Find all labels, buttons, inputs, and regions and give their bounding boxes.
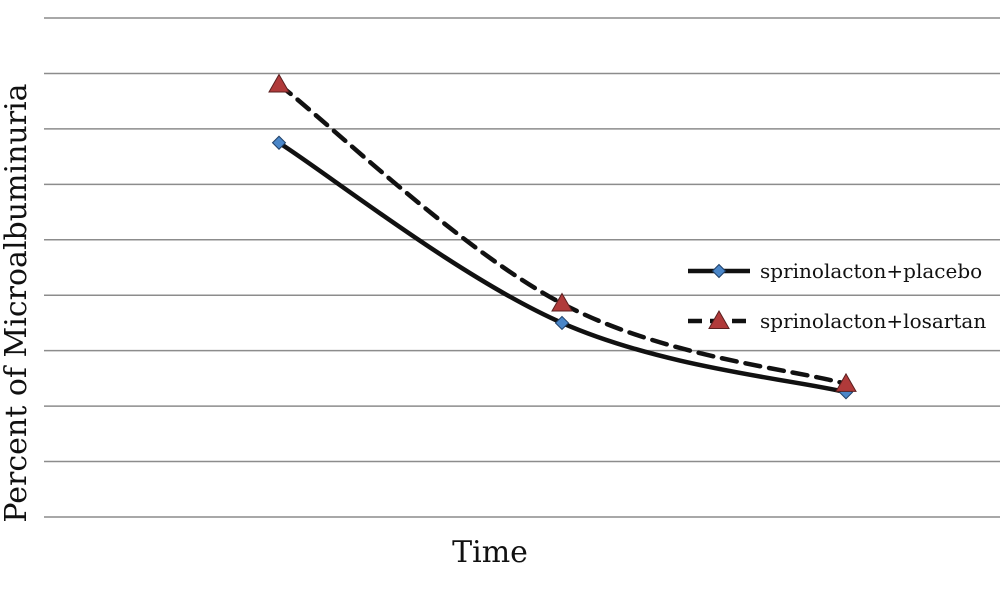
data-point [554,315,570,331]
series-sprinolacton+losartan [268,73,857,392]
legend-item: sprinolacton+placebo [688,259,982,283]
gridlines [44,17,1000,518]
x-axis-label: Time [452,535,528,570]
legend: sprinolacton+placebo sprinolacton+losarta… [688,259,986,333]
legend-label: sprinolacton+losartan [760,309,986,333]
series-sprinolacton+placebo [271,135,854,400]
legend-marker [711,263,727,279]
y-axis-label: Percent of Microalbuminuria [0,83,34,522]
legend-label: sprinolacton+placebo [760,259,982,283]
legend-marker [708,309,730,329]
data-point [835,372,857,392]
legend-item: sprinolacton+losartan [688,309,986,333]
data-point [271,135,287,150]
series-lines [268,73,857,400]
data-point [268,73,290,93]
data-point [551,292,573,312]
